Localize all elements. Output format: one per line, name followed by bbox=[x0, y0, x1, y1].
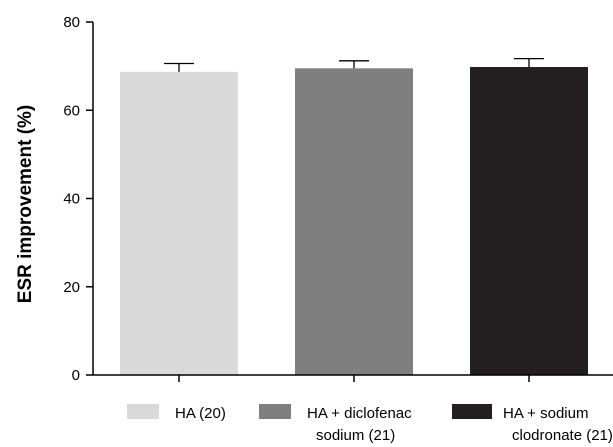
bar-3 bbox=[470, 67, 588, 375]
legend-swatch bbox=[259, 404, 291, 419]
error-bar-2 bbox=[339, 60, 369, 69]
legend: HA (20) HA + diclofenac sodium (21) HA + so… bbox=[127, 404, 613, 444]
legend-label: HA + sodium clodronate (21) bbox=[503, 405, 613, 444]
legend-label: HA + diclofenac sodium (21) bbox=[307, 405, 412, 444]
plot-area: 0 20 40 60 80 bbox=[63, 14, 613, 384]
legend-label: HA (20) bbox=[175, 405, 226, 422]
legend-item-3: HA + sodium clodronate (21) bbox=[452, 404, 613, 444]
legend-item-1: HA (20) bbox=[127, 404, 226, 422]
y-tick-label: 80 bbox=[63, 14, 80, 31]
y-tick-label: 40 bbox=[63, 191, 80, 208]
y-tick-label: 0 bbox=[72, 367, 80, 384]
legend-swatch bbox=[127, 404, 159, 419]
y-axis-label: ESR improvement (%) bbox=[15, 105, 36, 303]
error-bar-1 bbox=[164, 62, 194, 72]
error-bar-3 bbox=[514, 57, 544, 68]
y-tick-label: 60 bbox=[63, 102, 80, 119]
bar-1 bbox=[120, 71, 238, 375]
legend-item-2: HA + diclofenac sodium (21) bbox=[259, 404, 412, 444]
bar-2 bbox=[295, 68, 413, 376]
legend-swatch bbox=[452, 404, 492, 419]
y-tick-label: 20 bbox=[63, 279, 80, 296]
